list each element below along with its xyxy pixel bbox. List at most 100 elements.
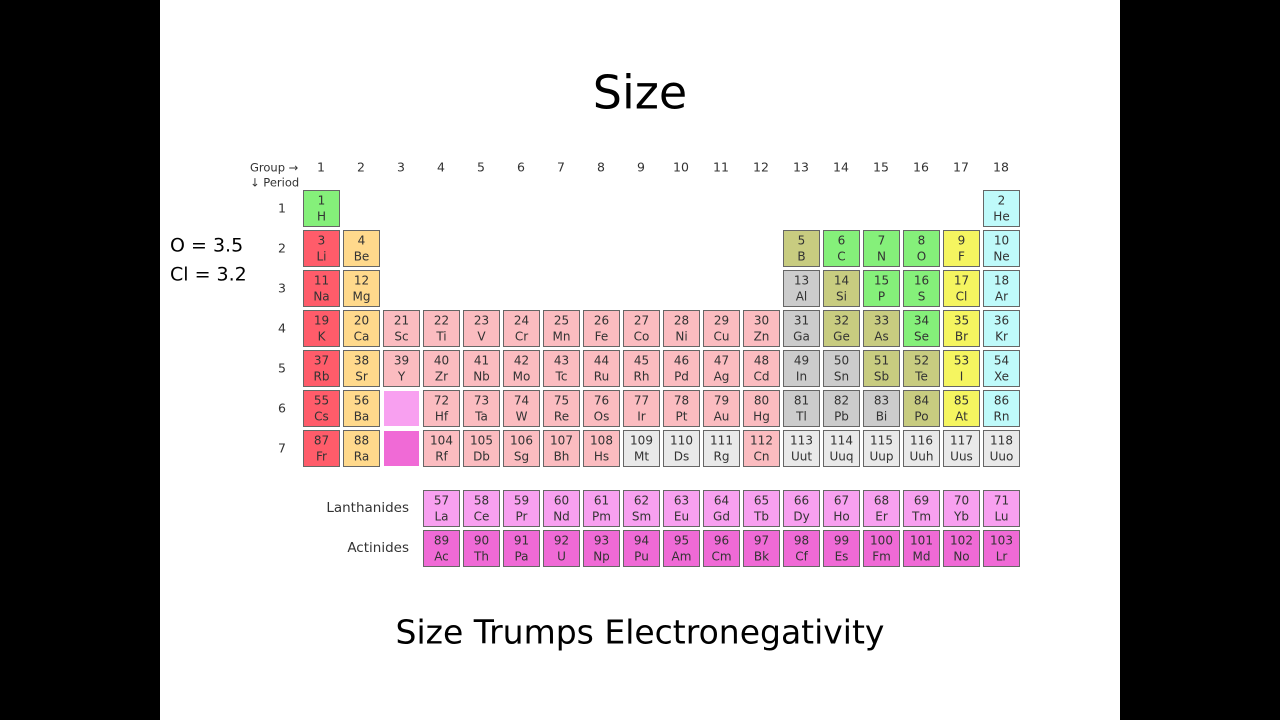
element-symbol: Fm [872, 550, 891, 564]
atomic-number: 103 [990, 534, 1013, 548]
atomic-number: 69 [914, 494, 929, 508]
atomic-number: 21 [394, 314, 409, 328]
atomic-number: 73 [474, 394, 489, 408]
element-symbol: Hf [435, 410, 449, 424]
element-cell [863, 350, 900, 387]
group-number: 13 [793, 160, 809, 175]
atomic-number: 86 [994, 394, 1009, 408]
element-symbol: Fr [316, 450, 327, 464]
atomic-number: 34 [914, 314, 929, 328]
atomic-number: 4 [358, 234, 366, 248]
period-number: 6 [278, 401, 286, 416]
element-symbol: Rb [314, 370, 330, 384]
element-symbol: Co [634, 330, 650, 344]
element-cell [623, 310, 660, 347]
atomic-number: 31 [794, 314, 809, 328]
atomic-number: 97 [754, 534, 769, 548]
element-symbol: N [877, 250, 886, 264]
element-symbol: He [993, 210, 1009, 224]
element-cell [943, 430, 980, 467]
group-number: 9 [637, 160, 645, 175]
atomic-number: 13 [794, 274, 809, 288]
element-cell [943, 350, 980, 387]
period-number: 2 [278, 241, 286, 256]
atomic-number: 3 [318, 234, 326, 248]
element-symbol: Pa [514, 550, 528, 564]
element-symbol: Cs [314, 410, 329, 424]
element-cell [543, 390, 580, 427]
period-label: ↓ Period [250, 176, 299, 190]
element-cell [623, 530, 660, 567]
atomic-number: 87 [314, 434, 329, 448]
element-cell [583, 390, 620, 427]
group-number: 3 [397, 160, 405, 175]
element-cell [703, 530, 740, 567]
element-symbol: Ho [833, 510, 849, 524]
element-cell [623, 490, 660, 527]
element-symbol: Be [354, 250, 370, 264]
element-symbol: B [797, 250, 805, 264]
element-cell [343, 390, 380, 427]
element-symbol: Ce [474, 510, 490, 524]
atomic-number: 115 [870, 434, 893, 448]
series-label: Actinides [347, 540, 409, 556]
element-cell [583, 310, 620, 347]
element-cell [343, 270, 380, 307]
atomic-number: 40 [434, 354, 449, 368]
element-cell [743, 310, 780, 347]
element-cell [823, 530, 860, 567]
atomic-number: 7 [878, 234, 886, 248]
element-symbol: Ne [993, 250, 1009, 264]
element-symbol: Po [914, 410, 928, 424]
element-symbol: W [516, 410, 528, 424]
group-number: 6 [517, 160, 525, 175]
element-symbol: Lu [994, 510, 1008, 524]
element-cell [783, 490, 820, 527]
atomic-number: 75 [554, 394, 569, 408]
atomic-number: 52 [914, 354, 929, 368]
element-cell [503, 530, 540, 567]
element-cell [823, 310, 860, 347]
element-symbol: Pt [676, 410, 688, 424]
element-symbol: Bk [754, 550, 769, 564]
element-cell [783, 430, 820, 467]
group-number: 14 [833, 160, 849, 175]
element-cell [583, 430, 620, 467]
element-symbol: Ds [674, 450, 690, 464]
element-symbol: Y [397, 370, 406, 384]
atomic-number: 111 [710, 434, 733, 448]
element-cell [343, 310, 380, 347]
element-cell [943, 230, 980, 267]
element-cell [423, 490, 460, 527]
element-symbol: Bh [554, 450, 570, 464]
atomic-number: 79 [714, 394, 729, 408]
element-cell [823, 430, 860, 467]
slide-footer: Size Trumps Electronegativity [396, 613, 885, 652]
atomic-number: 18 [994, 274, 1009, 288]
element-symbol: F [958, 250, 965, 264]
element-cell [863, 430, 900, 467]
element-cell [463, 490, 500, 527]
atomic-number: 9 [958, 234, 966, 248]
atomic-number: 74 [514, 394, 529, 408]
element-symbol: Ar [995, 290, 1008, 304]
atomic-number: 78 [674, 394, 689, 408]
element-cell [543, 430, 580, 467]
element-cell [463, 350, 500, 387]
element-symbol: I [960, 370, 964, 384]
element-symbol: Na [313, 290, 329, 304]
atomic-number: 32 [834, 314, 849, 328]
atomic-number: 1 [318, 194, 326, 208]
atomic-number: 65 [754, 494, 769, 508]
element-symbol: Bi [876, 410, 888, 424]
element-cell [783, 230, 820, 267]
atomic-number: 39 [394, 354, 409, 368]
atomic-number: 23 [474, 314, 489, 328]
element-cell [743, 390, 780, 427]
element-symbol: Os [594, 410, 610, 424]
atomic-number: 48 [754, 354, 769, 368]
element-symbol: Al [796, 290, 808, 304]
atomic-number: 92 [554, 534, 569, 548]
element-symbol: Ag [714, 370, 730, 384]
element-symbol: Si [836, 290, 847, 304]
